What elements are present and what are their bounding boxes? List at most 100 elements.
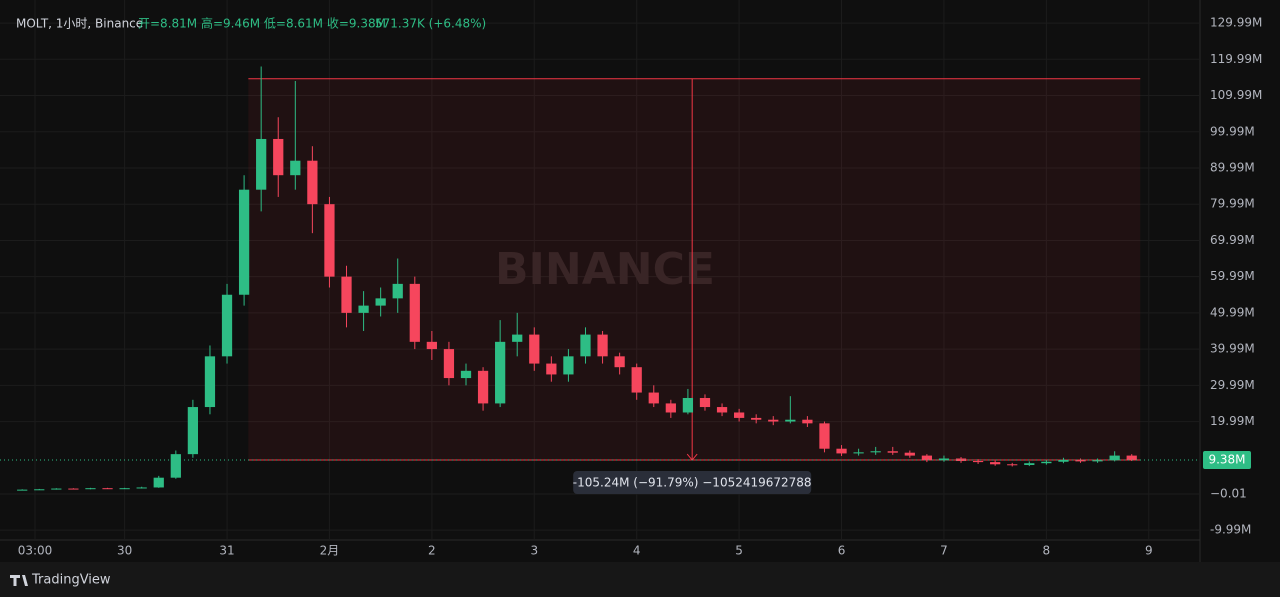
candles [17,66,1137,491]
candle-body [665,403,676,413]
candle-body [563,356,574,375]
candle-body [426,341,437,350]
candle-body [409,283,420,342]
candle-body [1075,459,1086,462]
x-tick-label: 31 [219,544,234,558]
y-tick-label: 119.99M [1210,52,1262,66]
candle-body [529,334,540,364]
candle-body [512,334,523,342]
candle-body [307,160,318,205]
candle-body [1007,464,1018,466]
y-tick-label: 39.99M [1210,342,1255,356]
candle-body [119,488,130,490]
measure-label: -105.24M (−91.79%) −1052419672788 [573,476,812,490]
y-tick-label: 89.99M [1210,160,1255,174]
candle-body [273,138,284,176]
candle-body [204,356,216,408]
candle-body [921,455,933,461]
candle-body [546,363,557,375]
candle-body [136,487,147,489]
y-tick-label: 99.99M [1210,124,1255,138]
candle-body [477,370,489,404]
candle-body [443,349,455,379]
x-tick-label: 2 [428,544,436,558]
x-tick-label: 30 [117,544,132,558]
candle-body [819,423,830,449]
candle-body [938,458,950,461]
candle-body [51,488,62,490]
last-price-label: 9.38M [1208,453,1245,467]
x-tick-label: 5 [735,544,743,558]
candle-body [733,412,745,418]
candle-body [597,334,608,357]
candle-body [699,397,711,408]
x-tick-label: 2月 [320,544,340,558]
x-tick-label: 7 [940,544,948,558]
candle-body [631,367,642,393]
y-tick-label: 129.99M [1210,16,1262,30]
y-tick-label: 69.99M [1210,233,1255,247]
candle-body [785,419,796,422]
y-tick-label: −0.01 [1210,487,1247,501]
candle-body [495,341,506,404]
watermark: BINANCE [495,244,715,295]
candle-body [324,204,335,277]
candle-body [1092,460,1103,462]
candle-body [1109,455,1120,461]
candle-body [580,334,591,357]
grid [0,0,1200,540]
header-change: 571.37K (+6.48%) [375,17,486,31]
candle-body [187,407,199,455]
footer-bar [0,562,1280,597]
candle-body [238,189,250,295]
candle-body [904,452,915,456]
x-tick-label: 03:00 [18,544,53,558]
candle-body [972,461,984,463]
brand: TradingView [31,573,111,588]
brand-logo [10,575,28,586]
candle-body [716,407,728,413]
candle-body [1058,459,1069,462]
candle-body [802,419,813,424]
candle-body [34,489,45,491]
candle-body [768,419,779,422]
candle-body [85,488,96,490]
y-tick-label: 29.99M [1210,378,1255,392]
candle-body [870,451,881,453]
candle-body [392,283,403,299]
candle-body [1126,455,1137,461]
candle-body [887,451,898,453]
candle-body [290,160,301,176]
candle-body [1041,461,1052,464]
candle-body [648,392,659,404]
candle-body [341,276,352,313]
candle-body [1024,463,1035,466]
y-tick-label: -9.99M [1210,523,1251,537]
candle-body [751,417,762,420]
candle-body [375,298,386,306]
measure-group: -105.24M (−91.79%) −1052419672788 [248,78,1141,495]
candle-body [836,448,847,454]
y-tick-label: 79.99M [1210,197,1255,211]
x-tick-label: 8 [1043,544,1051,558]
candle-body [221,294,233,357]
candle-body [990,462,1001,465]
candle-body [955,458,967,462]
candle-body [17,489,28,491]
axes: 129.99M 119.99M 109.99M 99.99M 89.99M 79.99M 6… [0,16,1262,558]
x-tick-label: 4 [633,544,641,558]
candle-body [68,488,79,490]
candle-body [853,452,864,454]
x-tick-label: 3 [530,544,538,558]
measure-area [248,78,1141,461]
y-tick-label: 49.99M [1210,305,1255,319]
candle-body [682,397,694,413]
x-tick-label: 9 [1145,544,1153,558]
candle-body [256,138,267,190]
y-tick-label: 19.99M [1210,414,1255,428]
candle-body [460,370,472,379]
header-symbol: MOLT, 1小时, Binance [16,17,143,31]
